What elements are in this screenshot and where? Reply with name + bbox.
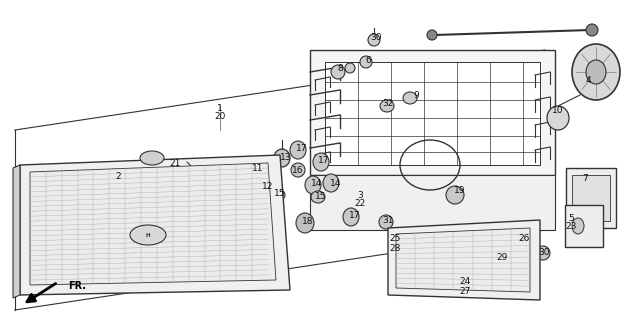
Text: 30: 30 [370,33,382,42]
Text: 10: 10 [552,106,564,115]
Bar [565,205,603,247]
Text: 11: 11 [253,164,264,172]
Text: 23: 23 [566,221,577,230]
Text: 18: 18 [302,217,314,226]
Text: 28: 28 [389,244,401,252]
Text: 8: 8 [337,63,343,73]
Ellipse shape [379,215,393,229]
Polygon shape [310,175,555,230]
Ellipse shape [586,24,598,36]
Text: 5: 5 [568,213,574,222]
Polygon shape [396,228,530,292]
Ellipse shape [323,174,339,192]
Text: 20: 20 [214,111,226,121]
Text: 15: 15 [315,191,327,201]
Ellipse shape [547,106,569,130]
Ellipse shape [130,225,166,245]
Ellipse shape [572,44,620,100]
Ellipse shape [380,100,394,112]
Polygon shape [310,50,555,175]
Ellipse shape [368,34,380,46]
Ellipse shape [572,218,584,234]
Text: 17: 17 [296,143,308,153]
Polygon shape [13,165,20,298]
Text: 4: 4 [585,76,591,84]
Ellipse shape [536,246,550,260]
Text: 6: 6 [365,55,371,65]
Ellipse shape [360,56,372,68]
Ellipse shape [313,153,329,171]
Polygon shape [20,155,290,295]
Text: 3: 3 [357,190,363,199]
Text: 15: 15 [274,188,286,197]
Ellipse shape [271,189,285,201]
Text: 16: 16 [292,165,304,174]
Text: H: H [146,233,151,237]
Text: 24: 24 [459,277,471,286]
Ellipse shape [305,176,321,194]
Ellipse shape [274,149,290,167]
Text: 27: 27 [459,287,471,297]
Text: 13: 13 [280,153,292,162]
Text: 32: 32 [382,99,394,108]
Text: 14: 14 [331,179,342,188]
Ellipse shape [510,228,536,252]
Ellipse shape [253,180,267,196]
Bar [566,168,616,228]
Text: 21: 21 [169,158,181,167]
Text: 31: 31 [382,215,394,225]
Text: FR.: FR. [68,281,86,291]
Ellipse shape [243,159,263,181]
Ellipse shape [446,186,464,204]
Polygon shape [30,163,276,285]
Text: 9: 9 [413,91,419,100]
Bar [572,175,610,221]
Ellipse shape [331,65,345,79]
Ellipse shape [427,30,437,40]
Text: 19: 19 [454,186,466,195]
Ellipse shape [290,141,306,159]
Ellipse shape [485,243,513,273]
Text: 26: 26 [518,234,530,243]
Polygon shape [325,62,540,165]
Text: 7: 7 [582,173,588,182]
Ellipse shape [296,213,314,233]
Text: 2: 2 [115,172,121,180]
Ellipse shape [311,191,325,203]
Text: 14: 14 [311,179,322,188]
Ellipse shape [140,151,164,165]
Text: 17: 17 [318,156,330,164]
Ellipse shape [291,163,305,177]
Text: 17: 17 [349,211,361,220]
Ellipse shape [586,60,606,84]
Polygon shape [388,220,540,300]
Text: 12: 12 [262,181,274,190]
Text: 1: 1 [217,103,223,113]
Ellipse shape [403,92,417,104]
Ellipse shape [345,63,355,73]
Text: 25: 25 [389,234,401,243]
Ellipse shape [343,208,359,226]
Text: 22: 22 [354,198,366,207]
Text: 30: 30 [538,247,550,257]
Text: 29: 29 [496,253,508,262]
